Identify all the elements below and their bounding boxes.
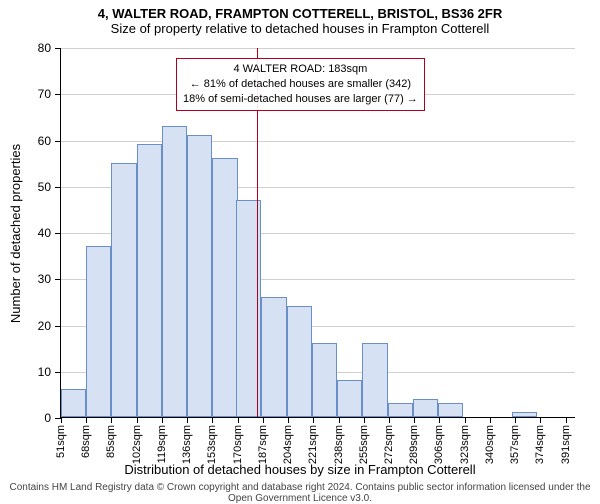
x-tick-label: 323sqm [459, 417, 471, 464]
x-tick-label: 221sqm [307, 417, 319, 464]
histogram-bar [261, 297, 286, 417]
histogram-bar [388, 403, 413, 417]
chart-title: 4, WALTER ROAD, FRAMPTON COTTERELL, BRIS… [0, 0, 600, 21]
histogram-bar [212, 158, 237, 417]
histogram-bar [438, 403, 463, 417]
gridline [61, 48, 575, 49]
histogram-bar [162, 126, 187, 417]
x-tick-label: 85sqm [105, 417, 117, 458]
x-tick-label: 357sqm [509, 417, 521, 464]
x-tick-label: 51sqm [55, 417, 67, 458]
histogram-bar [111, 163, 136, 417]
x-tick-label: 272sqm [383, 417, 395, 464]
y-tick-label: 70 [38, 87, 61, 101]
x-tick-label: 136sqm [181, 417, 193, 464]
y-tick-label: 40 [38, 226, 61, 240]
x-tick-label: 187sqm [257, 417, 269, 464]
histogram-bar [61, 389, 86, 417]
annotation-line: ← 81% of detached houses are smaller (34… [183, 77, 418, 92]
annotation-box: 4 WALTER ROAD: 183sqm← 81% of detached h… [176, 58, 425, 111]
annotation-line: 4 WALTER ROAD: 183sqm [183, 62, 418, 77]
histogram-bar [337, 380, 362, 417]
x-tick-label: 340sqm [484, 417, 496, 464]
histogram-bar [86, 246, 111, 417]
x-tick-label: 102sqm [131, 417, 143, 464]
x-tick-label: 68sqm [80, 417, 92, 458]
x-tick-label: 170sqm [232, 417, 244, 464]
histogram-bar [187, 135, 212, 417]
x-tick-label: 119sqm [156, 417, 168, 463]
x-tick-label: 153sqm [206, 417, 218, 464]
x-tick-label: 374sqm [534, 417, 546, 464]
footer-attribution: Contains HM Land Registry data © Crown c… [0, 482, 600, 504]
y-tick-label: 30 [38, 272, 61, 286]
x-tick-label: 255sqm [358, 417, 370, 464]
x-tick-label: 204sqm [282, 417, 294, 464]
histogram-bar [137, 144, 162, 417]
histogram-bar [287, 306, 312, 417]
annotation-line: 18% of semi-detached houses are larger (… [183, 92, 418, 107]
histogram-bar [312, 343, 337, 417]
histogram-bar [413, 399, 438, 418]
x-tick-label: 238sqm [333, 417, 345, 464]
y-tick-label: 10 [38, 365, 61, 379]
y-tick-label: 60 [38, 134, 61, 148]
gridline [61, 141, 575, 142]
chart-subtitle: Size of property relative to detached ho… [0, 21, 600, 36]
x-tick-label: 306sqm [433, 417, 445, 464]
plot-area: 0102030405060708051sqm68sqm85sqm102sqm11… [60, 48, 575, 418]
y-axis-title: Number of detached properties [8, 48, 24, 418]
x-axis-title: Distribution of detached houses by size … [0, 462, 600, 477]
y-tick-label: 80 [38, 41, 61, 55]
chart-container: 4, WALTER ROAD, FRAMPTON COTTERELL, BRIS… [0, 0, 600, 500]
y-tick-label: 50 [38, 180, 61, 194]
x-tick-label: 391sqm [560, 417, 572, 464]
y-tick-label: 20 [38, 319, 61, 333]
histogram-bar [362, 343, 387, 417]
x-tick-label: 289sqm [408, 417, 420, 464]
